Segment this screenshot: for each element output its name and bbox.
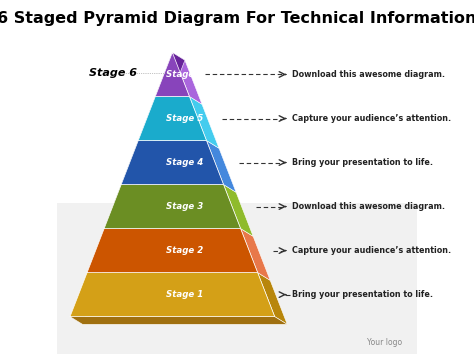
Bar bbox=[57, 203, 417, 354]
Polygon shape bbox=[224, 185, 253, 236]
Text: Capture your audience’s attention.: Capture your audience’s attention. bbox=[292, 246, 451, 255]
Text: 6 Staged Pyramid Diagram For Technical Information: 6 Staged Pyramid Diagram For Technical I… bbox=[0, 11, 474, 26]
Polygon shape bbox=[104, 185, 241, 229]
Text: Stage 3: Stage 3 bbox=[166, 202, 203, 211]
Text: Stage 6: Stage 6 bbox=[89, 68, 137, 78]
Polygon shape bbox=[87, 229, 258, 273]
Polygon shape bbox=[121, 141, 224, 185]
Text: Bring your presentation to life.: Bring your presentation to life. bbox=[292, 158, 433, 167]
Text: Stage 6: Stage 6 bbox=[166, 70, 203, 79]
Text: Bring your presentation to life.: Bring your presentation to life. bbox=[292, 290, 433, 299]
Text: Capture your audience’s attention.: Capture your audience’s attention. bbox=[292, 114, 451, 123]
Text: Your logo: Your logo bbox=[367, 338, 402, 347]
Text: Stage 1: Stage 1 bbox=[166, 290, 203, 299]
Polygon shape bbox=[258, 273, 287, 324]
Text: Download this awesome diagram.: Download this awesome diagram. bbox=[292, 70, 445, 79]
Polygon shape bbox=[70, 317, 287, 324]
Polygon shape bbox=[138, 97, 168, 148]
Polygon shape bbox=[155, 53, 190, 97]
Text: Stage 2: Stage 2 bbox=[166, 246, 203, 255]
Polygon shape bbox=[104, 185, 134, 236]
Polygon shape bbox=[87, 229, 117, 280]
Text: Download this awesome diagram.: Download this awesome diagram. bbox=[292, 202, 445, 211]
Polygon shape bbox=[241, 229, 270, 280]
Polygon shape bbox=[70, 273, 100, 324]
Polygon shape bbox=[70, 273, 275, 317]
Polygon shape bbox=[121, 141, 151, 192]
Polygon shape bbox=[207, 141, 236, 192]
Polygon shape bbox=[190, 97, 219, 148]
Polygon shape bbox=[173, 53, 202, 104]
Text: Stage 4: Stage 4 bbox=[166, 158, 203, 167]
Polygon shape bbox=[155, 53, 185, 104]
Text: Stage 5: Stage 5 bbox=[166, 114, 203, 123]
Polygon shape bbox=[138, 97, 207, 141]
